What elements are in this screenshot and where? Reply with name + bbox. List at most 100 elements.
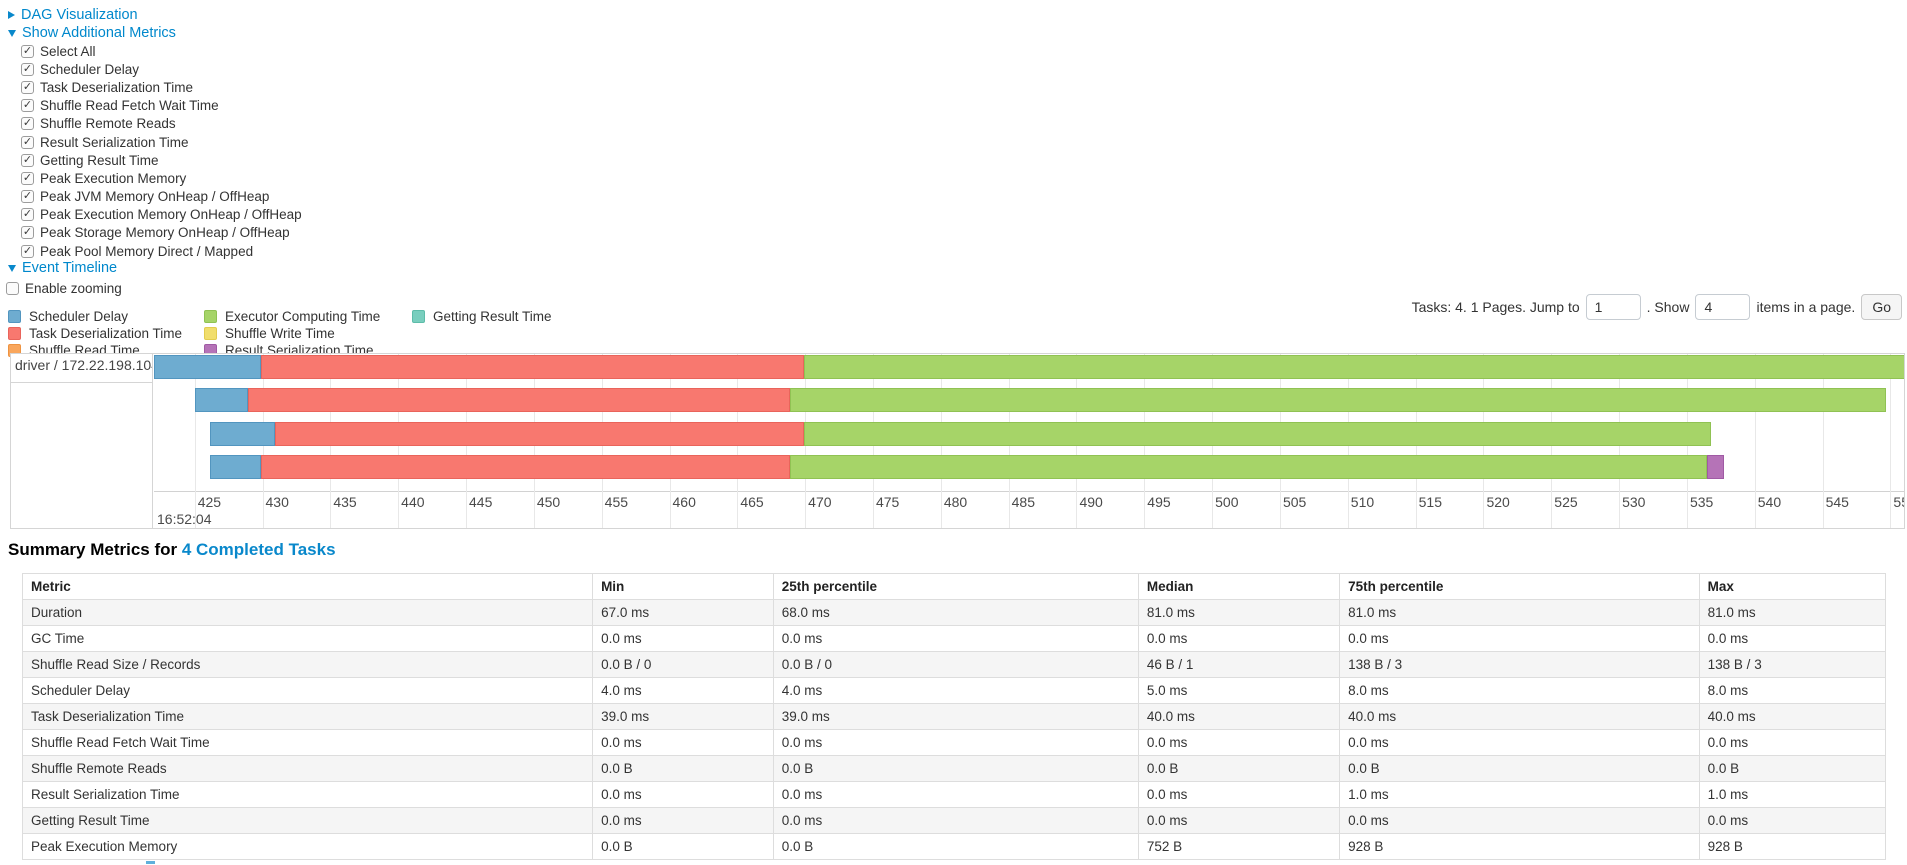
task-1-scheduler-delay-segment[interactable] <box>154 355 262 379</box>
metric-checkbox-item[interactable]: ✓ Scheduler Delay <box>21 60 302 78</box>
metric-value-cell: 0.0 B / 0 <box>592 651 774 678</box>
items-in-page-text: items in a page. <box>1756 299 1856 315</box>
checkbox-checked-icon[interactable]: ✓ <box>21 244 34 258</box>
checkbox-checked-icon[interactable]: ✓ <box>21 62 34 76</box>
metric-value-cell: 5.0 ms <box>1137 677 1341 704</box>
metric-checkbox-item[interactable]: ✓ Peak Execution Memory OnHeap / OffHeap <box>21 206 302 224</box>
metric-checkbox-item[interactable]: ✓ Shuffle Remote Reads <box>21 115 302 133</box>
checkbox-checked-icon[interactable]: ✓ <box>21 44 34 58</box>
task-2-scheduler-delay-segment[interactable] <box>194 388 248 412</box>
metric-value-cell: 0.0 ms <box>592 781 774 808</box>
task-2-executor-computing-segment[interactable] <box>790 388 1887 412</box>
task-4-result-serialization-segment[interactable] <box>1707 455 1724 479</box>
metric-value-cell: 0.0 ms <box>592 625 774 652</box>
task-2-task-deserialization-segment[interactable] <box>247 388 791 412</box>
metric-value-cell: 8.0 ms <box>1698 677 1887 704</box>
checkbox-checked-icon[interactable]: ✓ <box>21 208 34 222</box>
legend-column: Scheduler Delay Task Deserialization Time… <box>8 308 204 359</box>
event-timeline-toggle[interactable]: Event Timeline <box>8 259 117 277</box>
task-3-task-deserialization-segment[interactable] <box>274 421 804 446</box>
metric-name-cell: GC Time <box>21 625 594 652</box>
metric-value-cell: 4.0 ms <box>772 677 1139 704</box>
checkbox-checked-icon[interactable]: ✓ <box>21 80 34 94</box>
caret-down-icon <box>8 264 16 272</box>
metric-value-cell: 928 B <box>1339 833 1700 860</box>
checkbox-checked-icon[interactable]: ✓ <box>21 171 34 185</box>
metric-name-cell: Getting Result Time <box>21 807 594 834</box>
axis-tick-label: 485 <box>1011 494 1035 510</box>
axis-tick-label: 510 <box>1350 494 1375 510</box>
metric-value-cell: 1.0 ms <box>1698 781 1887 808</box>
checkbox-checked-icon[interactable]: ✓ <box>21 153 34 167</box>
enable-zooming-checkbox[interactable] <box>6 281 19 295</box>
metric-checkbox-item[interactable]: ✓ Shuffle Read Fetch Wait Time <box>21 97 302 115</box>
axis-gridline <box>194 354 196 528</box>
items-per-page-input[interactable] <box>1695 294 1751 320</box>
legend-item: Shuffle Write Time <box>204 325 412 342</box>
metric-checkbox-label: Peak Execution Memory <box>40 170 187 186</box>
metric-value-cell: 68.0 ms <box>772 599 1139 626</box>
dag-visualization-toggle[interactable]: DAG Visualization <box>8 6 138 24</box>
metric-checkbox-item[interactable]: ✓ Peak Execution Memory <box>21 169 302 187</box>
show-additional-metrics-toggle[interactable]: Show Additional Metrics <box>8 24 176 42</box>
checkbox-checked-icon[interactable]: ✓ <box>21 135 34 149</box>
metric-checkbox-item[interactable]: ✓ Select All <box>21 42 302 60</box>
axis-tick-label: 550 <box>1893 494 1904 510</box>
go-button[interactable]: Go <box>1861 294 1902 320</box>
metric-value-cell: 0.0 ms <box>1339 625 1700 652</box>
metric-checkbox-label: Task Deserialization Time <box>40 79 194 95</box>
metric-checkbox-item[interactable]: ✓ Result Serialization Time <box>21 133 302 151</box>
metric-checkbox-label: Peak Execution Memory OnHeap / OffHeap <box>40 207 302 223</box>
task-1-executor-computing-segment[interactable] <box>803 355 1904 379</box>
metric-value-cell: 0.0 ms <box>1339 807 1700 834</box>
tasks-count-text: Tasks: 4. 1 Pages. Jump to <box>1411 299 1580 315</box>
dag-visualization-label: DAG Visualization <box>21 7 138 23</box>
axis-tick-label: 465 <box>740 494 764 510</box>
metric-value-cell: 67.0 ms <box>592 599 774 626</box>
jump-to-page-input[interactable] <box>1585 294 1641 320</box>
metric-checkbox-item[interactable]: ✓ Peak JVM Memory OnHeap / OffHeap <box>21 188 302 206</box>
metric-checkbox-item[interactable]: ✓ Task Deserialization Time <box>21 78 302 96</box>
metric-checkbox-item[interactable]: ✓ Peak Storage Memory OnHeap / OffHeap <box>21 224 302 242</box>
clipped-content-fragment <box>146 861 155 864</box>
metric-checkbox-item[interactable]: ✓ Getting Result Time <box>21 151 302 169</box>
timeline-legend: Scheduler Delay Task Deserialization Time… <box>8 308 552 359</box>
axis-major-time-label: 16:52:04 <box>157 511 212 527</box>
metric-value-cell: 1.0 ms <box>1339 781 1700 808</box>
axis-tick-label: 500 <box>1215 494 1239 510</box>
task-4-task-deserialization-segment[interactable] <box>261 455 791 479</box>
checkbox-checked-icon[interactable]: ✓ <box>21 117 34 131</box>
checkbox-checked-icon[interactable]: ✓ <box>21 99 34 113</box>
metric-name-cell: Shuffle Read Size / Records <box>21 651 594 678</box>
task-1-task-deserialization-segment[interactable] <box>261 355 804 379</box>
caret-down-icon <box>8 29 16 37</box>
metric-value-cell: 0.0 B <box>592 755 774 782</box>
metric-checkbox-item[interactable]: ✓ Peak Pool Memory Direct / Mapped <box>21 242 302 260</box>
axis-gridline <box>1890 354 1892 528</box>
caret-right-icon <box>8 11 15 19</box>
show-additional-metrics-label: Show Additional Metrics <box>22 25 176 41</box>
metric-checkbox-list: ✓ Select All ✓ Scheduler Delay ✓ Task Deseria… <box>21 42 302 260</box>
metric-value-cell: 0.0 B <box>1698 755 1887 782</box>
summary-heading-prefix: Summary Metrics for <box>8 540 182 559</box>
axis-tick-label: 470 <box>808 494 832 510</box>
metric-value-cell: 40.0 ms <box>1698 703 1887 730</box>
checkbox-checked-icon[interactable]: ✓ <box>21 226 34 240</box>
axis-tick-label: 535 <box>1689 494 1714 510</box>
task-4-executor-computing-segment[interactable] <box>790 455 1708 479</box>
legend-label: Scheduler Delay <box>29 309 129 324</box>
table-row: Result Serialization Time 0.0 ms 0.0 ms 0.0… <box>21 781 1887 808</box>
table-row: Task Deserialization Time 39.0 ms 39.0 ms 4… <box>21 703 1887 730</box>
task-3-executor-computing-segment[interactable] <box>803 421 1712 446</box>
enable-zooming-control[interactable]: Enable zooming <box>6 279 122 297</box>
table-header-row: Metric Min 25th percentile Median 75th perce… <box>21 573 1887 600</box>
completed-tasks-count: 4 Completed Tasks <box>181 540 336 559</box>
task-4-scheduler-delay-segment[interactable] <box>209 455 262 479</box>
legend-label: Task Deserialization Time <box>29 326 183 341</box>
task-deserialization-swatch-icon <box>8 327 21 340</box>
task-3-scheduler-delay-segment[interactable] <box>209 421 275 446</box>
checkbox-checked-icon[interactable]: ✓ <box>21 190 34 204</box>
timeline-plot-area: 16:52:04 425 430 435 440 445 450 455 460 465 470 4… <box>154 354 1904 528</box>
axis-separator-line <box>154 491 1904 492</box>
axis-tick-label: 490 <box>1079 494 1103 510</box>
